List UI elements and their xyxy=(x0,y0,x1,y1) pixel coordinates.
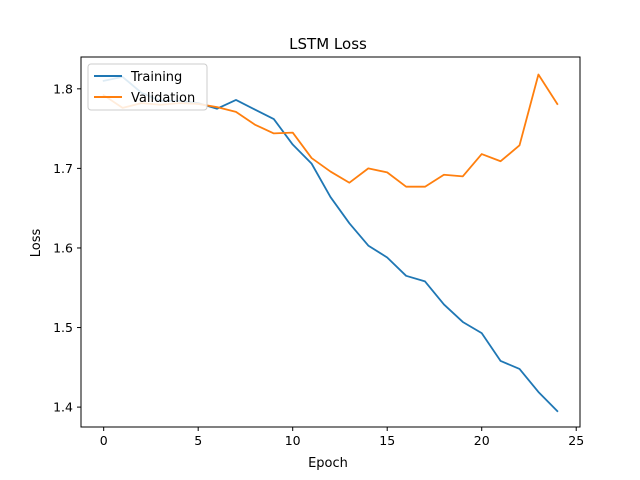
y-tick-label: 1.4 xyxy=(53,400,73,415)
x-tick-label: 20 xyxy=(474,433,490,448)
x-tick-label: 15 xyxy=(379,433,395,448)
plot-frame xyxy=(80,56,581,428)
y-axis-ticks: 1.4 1.5 1.6 1.7 1.8 xyxy=(53,81,81,415)
legend-label-validation: Validation xyxy=(131,91,195,106)
x-tick-label: 5 xyxy=(194,433,202,448)
y-tick-label: 1.8 xyxy=(53,81,73,96)
y-tick-label: 1.5 xyxy=(53,320,73,335)
x-axis-ticks: 0 5 10 15 20 25 xyxy=(100,427,584,448)
x-axis-label: Epoch xyxy=(308,456,348,471)
legend: Training Validation xyxy=(87,63,208,111)
y-tick-label: 1.7 xyxy=(53,161,73,176)
x-tick-label: 0 xyxy=(100,433,108,448)
legend-label-training: Training xyxy=(130,70,182,85)
x-tick-label: 10 xyxy=(285,433,301,448)
y-tick-label: 1.6 xyxy=(53,240,73,255)
chart-title: LSTM Loss xyxy=(289,35,367,53)
y-axis-label: Loss xyxy=(29,229,44,258)
x-tick-label: 25 xyxy=(568,433,584,448)
